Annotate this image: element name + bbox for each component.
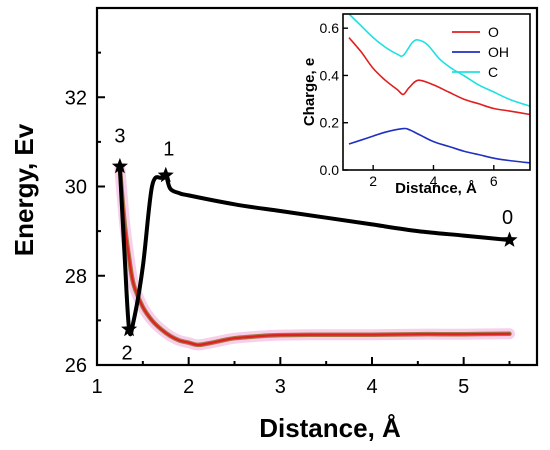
legend-label-O: O xyxy=(488,24,499,40)
point-marker-3 xyxy=(111,157,128,174)
main-x-axis-title: Distance, Å xyxy=(259,413,401,443)
main-y-tick-label: 30 xyxy=(65,177,87,199)
inset-series-C-line xyxy=(348,13,531,107)
main-x-tick-label: 4 xyxy=(366,376,377,398)
legend-label-OH: OH xyxy=(488,44,509,60)
legend-label-C: C xyxy=(488,64,498,80)
inset-series xyxy=(348,13,531,164)
point-label-2: 2 xyxy=(122,342,133,364)
main-x-tick-label: 3 xyxy=(275,376,286,398)
inset-series-O-line xyxy=(348,37,531,116)
point-marker-2 xyxy=(121,320,138,337)
inset-y-tick-label: 0.0 xyxy=(320,162,340,178)
inset-y-axis-title: Charge, e xyxy=(301,58,318,126)
main-y-axis-title: Energy, Ev xyxy=(9,123,39,256)
inset-plot-frame xyxy=(342,13,531,171)
inset-x-tick-label: 6 xyxy=(490,173,498,189)
inset-x-axis-title: Distance, Å xyxy=(395,180,477,197)
inset-series-OH-line xyxy=(348,127,531,164)
inset-ticks: 2 4 6 0.0 0.2 0.4 0.6 xyxy=(320,20,498,189)
main-series-1-line xyxy=(118,167,511,347)
point-marker-1 xyxy=(157,166,174,183)
main-x-tick-label: 5 xyxy=(458,376,469,398)
main-y-tick-label: 26 xyxy=(65,355,87,377)
main-x-tick-label: 2 xyxy=(183,376,194,398)
main-points: 3 1 2 0 xyxy=(111,125,518,364)
inset-chart: 2 4 6 0.0 0.2 0.4 0.6 O OH C Distance, Å Charge,… xyxy=(301,13,531,197)
inset-y-tick-label: 0.6 xyxy=(320,20,340,36)
inset-background xyxy=(358,14,530,170)
main-y-tick-label: 32 xyxy=(65,87,87,109)
inset-x-tick-label: 4 xyxy=(430,173,438,189)
inset-y-tick-label: 0.2 xyxy=(320,115,340,131)
point-label-0: 0 xyxy=(502,207,513,229)
main-x-tick-label: 1 xyxy=(91,376,102,398)
main-y-tick-label: 28 xyxy=(65,266,87,288)
point-marker-0 xyxy=(501,231,518,247)
inset-x-tick-label: 2 xyxy=(369,173,377,189)
point-label-3: 3 xyxy=(114,125,125,147)
point-label-1: 1 xyxy=(163,138,174,160)
inset-legend: O OH C xyxy=(452,24,509,80)
inset-y-tick-label: 0.4 xyxy=(320,67,340,83)
